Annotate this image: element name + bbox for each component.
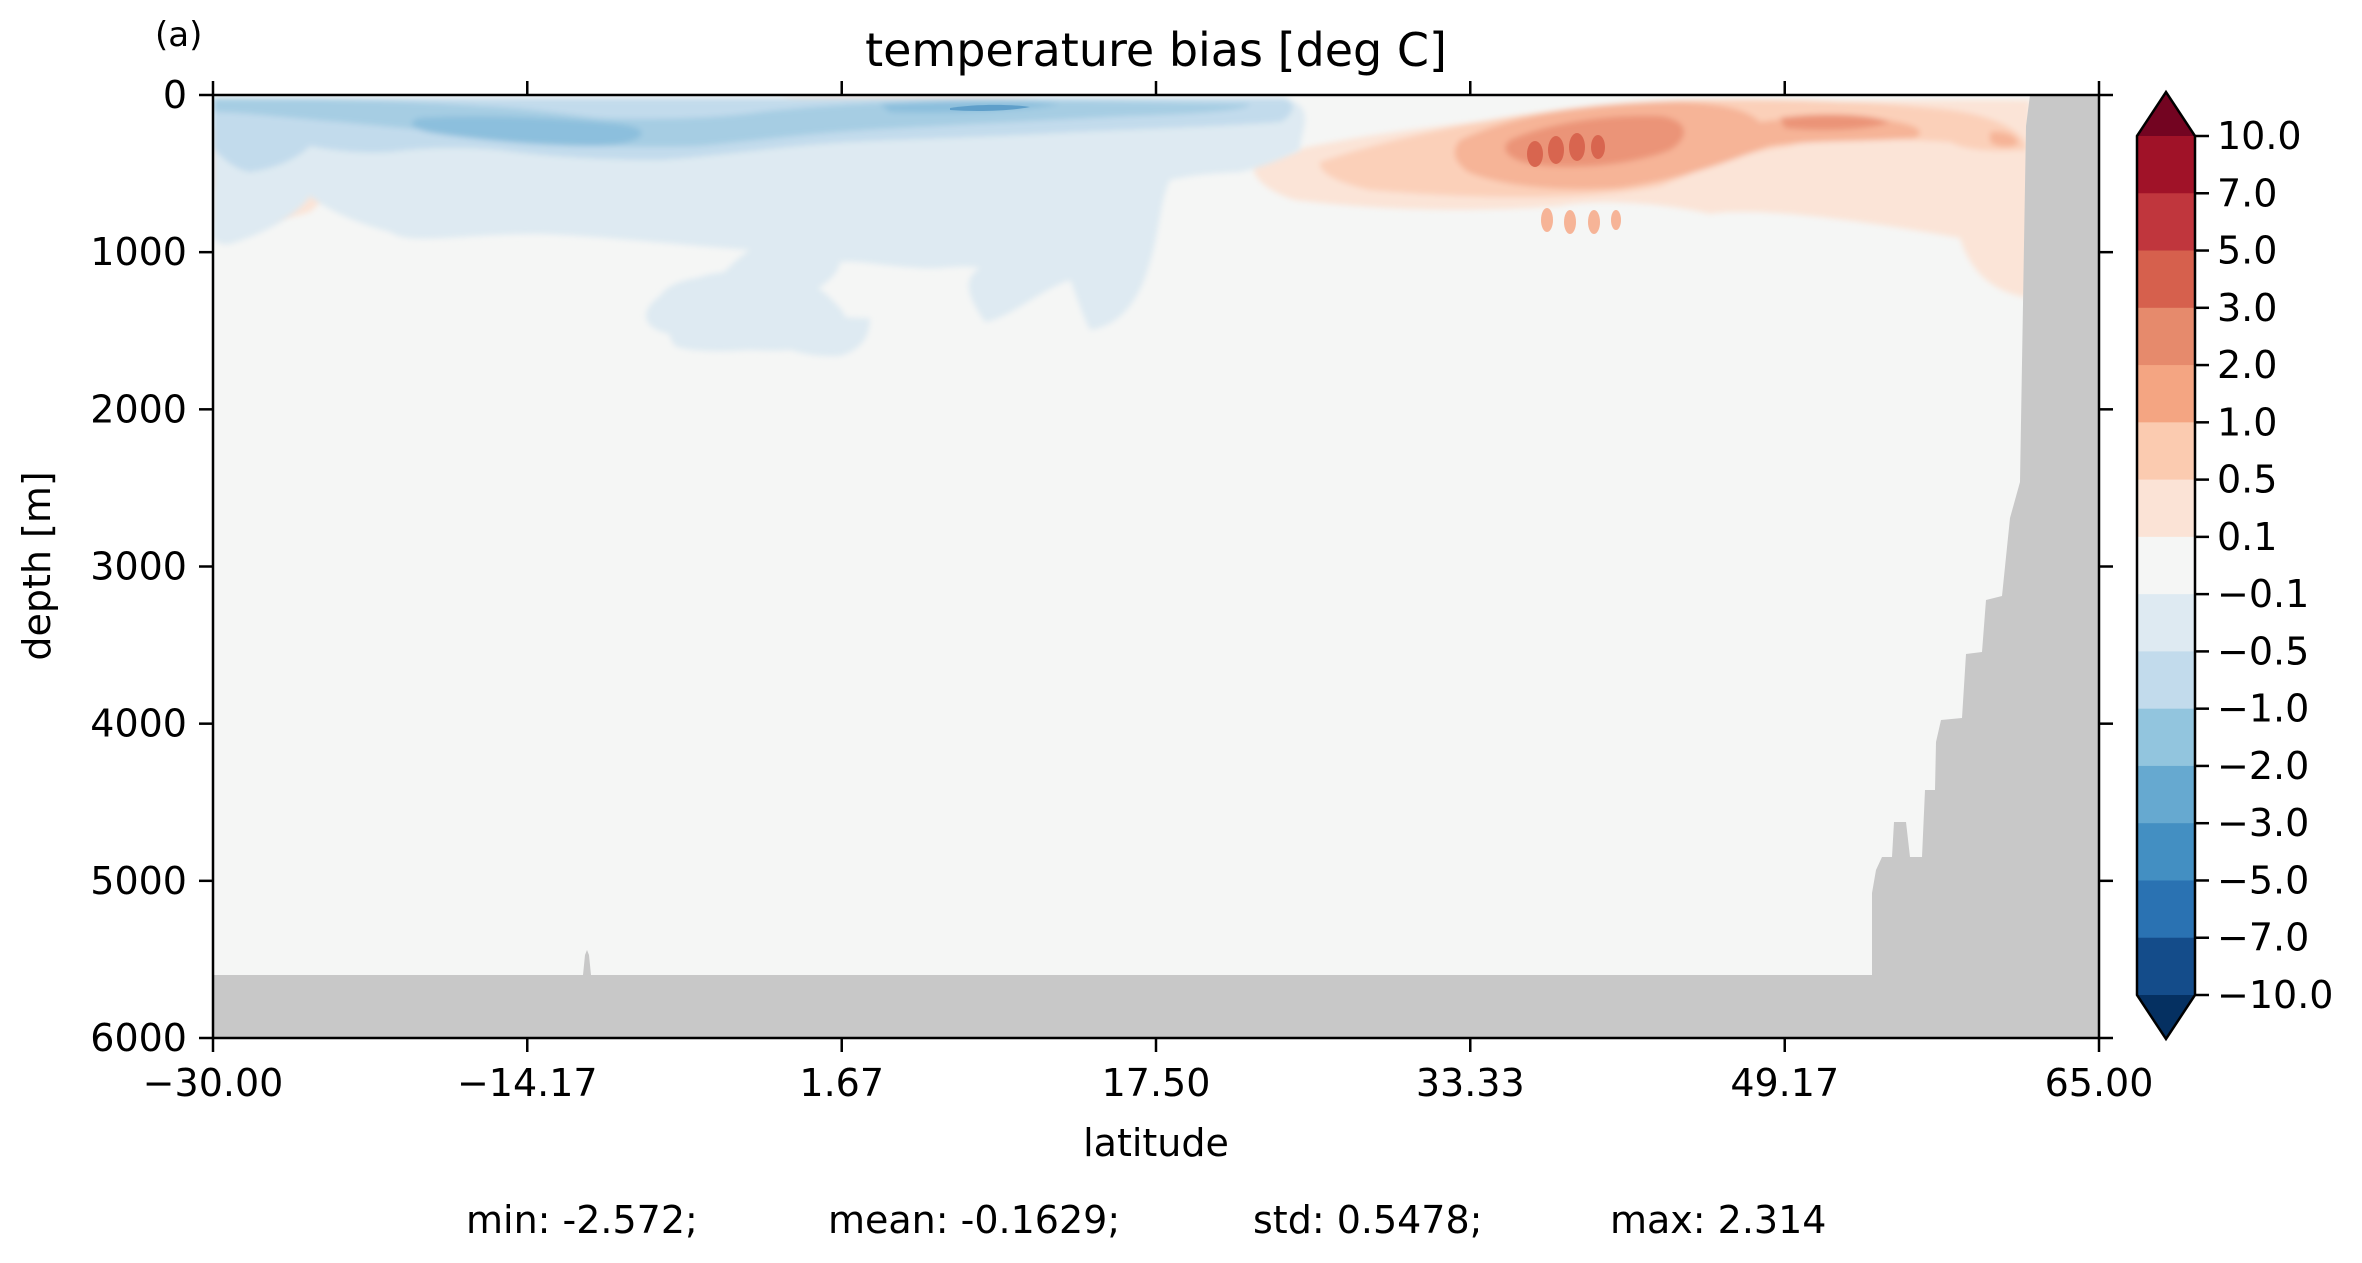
x-tick-label: 49.17 [1730,1061,1839,1105]
colorbar-band [2137,479,2195,538]
panel-tag: (a) [155,15,202,55]
colorbar-band [2137,765,2195,824]
surface-cold-streak [950,104,1030,111]
colorbar-band [2137,365,2195,423]
y-axis-label: depth [m] [15,471,59,660]
warm-core-blob [1588,210,1600,234]
warm-core-blob [1548,136,1564,164]
warm-core-blob [1527,141,1543,167]
contour-cold-deep-patch [668,271,846,352]
warm-core-blob [1569,133,1585,161]
warm-core-blob [1591,135,1605,159]
x-tick-label: 1.67 [799,1061,884,1105]
plot-background [213,95,2099,1038]
x-tick-label: −30.00 [143,1061,284,1105]
colorbar-tick-label: −10.0 [2217,973,2333,1017]
colorbar-tick-label: −1.0 [2217,687,2309,731]
colorbar-band [2137,708,2195,767]
y-tick-label: 6000 [90,1016,187,1060]
y-tick-label: 3000 [90,545,187,589]
warm-core-blobs [1527,133,1621,234]
colorbar-tick-label: −7.0 [2217,916,2309,960]
colorbar-band [2137,422,2195,481]
x-tick-label: 65.00 [2045,1061,2154,1105]
colorbar-tick-label: 3.0 [2217,286,2277,330]
warm-core-blob [1564,210,1576,234]
stat-min: min: -2.572; [466,1198,698,1242]
colorbar: 10.0 7.0 5.0 3.0 2.0 1.0 0.5 0.1 −0.1 −0.5 −1.0 −2.… [2135,89,2333,1042]
colorbar-band [2137,307,2195,366]
chart-title: temperature bias [deg C] [865,23,1447,77]
colorbar-tick-label: −0.1 [2217,572,2309,616]
colorbar-band [2137,937,2195,996]
seafloor-land [213,95,2099,1038]
colorbar-band [2137,136,2195,194]
colorbar-band [2137,536,2195,595]
y-axis: 0 1000 2000 3000 4000 5000 6000 [90,73,2113,1060]
colorbar-tick-label: 0.1 [2217,515,2277,559]
colorbar-tick-label: −5.0 [2217,858,2309,902]
x-tick-label: −14.17 [457,1061,598,1105]
plot-area [213,95,2099,1038]
colorbar-band [2137,823,2195,882]
warm-core-blob [1611,210,1621,230]
colorbar-extend-min [2137,995,2195,1039]
x-tick-label: 17.50 [1102,1061,1211,1105]
colorbar-tick-label: 5.0 [2217,229,2277,273]
contour-warm-1.0-east-spot [1990,131,2018,147]
colorbar-band [2137,651,2195,710]
colorbar-extend-max [2137,92,2195,136]
contour-cold-faint [213,98,1305,357]
y-tick-label: 5000 [90,859,187,903]
colorbar-tick-label: −3.0 [2217,801,2309,845]
colorbar-band [2137,594,2195,652]
colorbar-tick-label: −0.5 [2217,629,2309,673]
contour-warm-2.0-core [1780,114,1890,130]
stat-mean: mean: -0.1629; [828,1198,1121,1242]
y-tick-label: 2000 [90,387,187,431]
colorbar-tick-label: 7.0 [2217,171,2277,215]
colorbar-band [2137,193,2195,252]
x-axis-label: latitude [1083,1121,1229,1165]
contour-cold-2.0 [411,116,642,146]
colorbar-tick-label: 2.0 [2217,343,2277,387]
stat-max: max: 2.314 [1610,1198,1827,1242]
y-tick-label: 0 [163,73,187,117]
x-tick-label: 33.33 [1416,1061,1525,1105]
y-tick-label: 4000 [90,702,187,746]
colorbar-tick-label: 1.0 [2217,400,2277,444]
colorbar-tick-label: 0.5 [2217,458,2277,502]
y-tick-label: 1000 [90,230,187,274]
colorbar-band [2137,250,2195,309]
colorbar-tick-label: −2.0 [2217,744,2309,788]
stat-std: std: 0.5478; [1253,1198,1483,1242]
colorbar-band [2137,880,2195,939]
colorbar-tick-label: 10.0 [2217,114,2302,158]
warm-core-blob [1541,208,1553,232]
x-axis: −30.00 −14.17 1.67 17.50 33.33 49.17 65.00 [143,81,2154,1105]
